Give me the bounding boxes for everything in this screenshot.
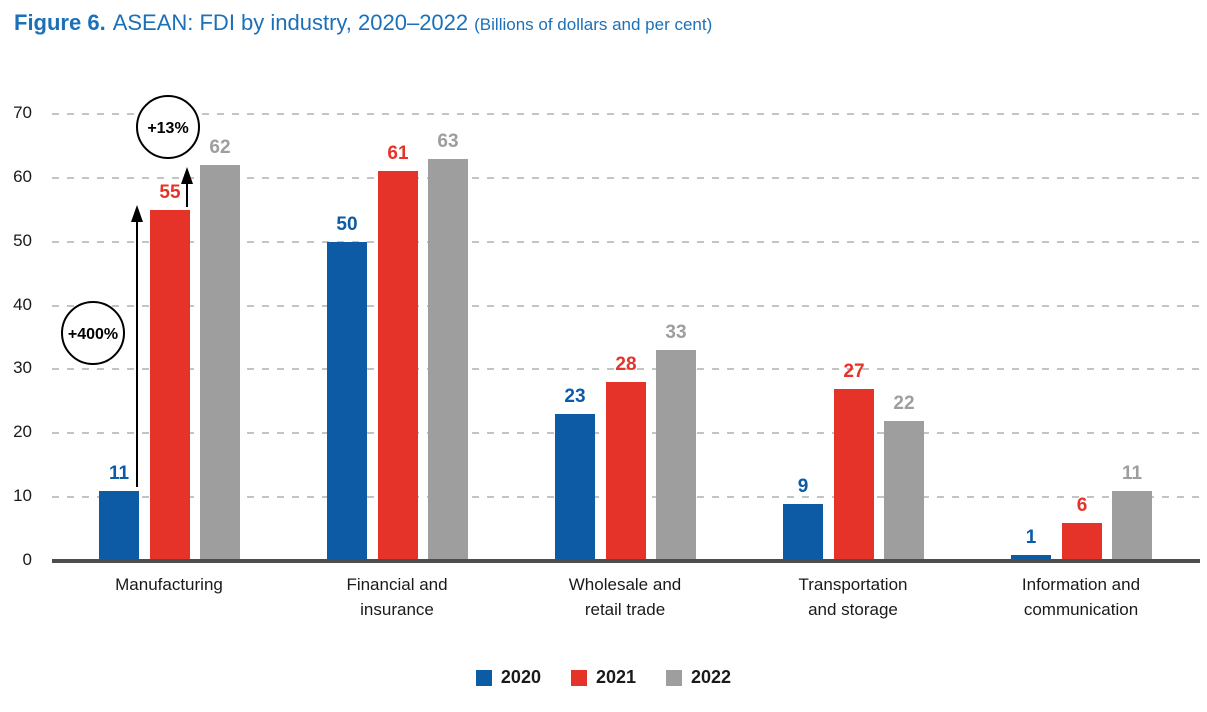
value-label: 63 — [437, 130, 459, 152]
legend-label: 2020 — [500, 667, 541, 687]
bar-2020-1 — [327, 241, 367, 559]
bar-2021-4 — [1062, 522, 1102, 559]
value-label: 33 — [665, 322, 687, 344]
value-label: 1 — [1025, 526, 1037, 548]
category-label: Information and communication — [1021, 575, 1141, 619]
value-label: 28 — [615, 354, 637, 376]
value-label: 27 — [843, 360, 865, 382]
figure-unit-note: (Billions of dollars and per cent) — [474, 15, 713, 34]
figure-number: Figure 6. — [14, 10, 106, 35]
bar-2021-1 — [378, 171, 418, 559]
bar-2022-1 — [428, 158, 468, 559]
legend-swatch — [570, 669, 587, 686]
x-axis-line — [52, 559, 1200, 563]
bar-2020-0 — [99, 490, 139, 559]
value-label: 55 — [159, 181, 181, 203]
bar-2020-3 — [783, 503, 823, 559]
value-label: 9 — [797, 475, 809, 497]
y-axis-tick-label: 70 — [13, 103, 32, 122]
bar-2022-3 — [884, 420, 924, 559]
y-axis-tick-label: 50 — [13, 230, 32, 250]
category-label: Manufacturing — [115, 575, 223, 594]
y-axis-tick-label: 20 — [13, 422, 32, 442]
legend-item-2020: 2020 — [475, 667, 541, 688]
legend-swatch — [475, 669, 492, 686]
y-axis-tick-label: 10 — [13, 486, 32, 506]
bar-2022-2 — [656, 350, 696, 559]
legend-item-2021: 2021 — [570, 667, 637, 688]
legend-item-2022: 2022 — [666, 667, 731, 688]
value-label: 11 — [1121, 462, 1143, 484]
legend: 2020 2021 2022 — [0, 667, 1207, 688]
y-axis-tick-label: 60 — [13, 166, 32, 186]
y-axis-tick-label: 0 — [22, 550, 32, 569]
category-label: Wholesale and retail trade — [568, 575, 682, 619]
value-label: 11 — [108, 462, 130, 484]
gridline-70 — [52, 113, 1200, 115]
y-axis-tick-label: 40 — [13, 294, 32, 314]
category-label: Financial and insurance — [346, 575, 448, 619]
value-label: 22 — [893, 392, 915, 414]
category-label: Transportation and storage — [798, 575, 908, 619]
value-label: 61 — [387, 143, 409, 165]
value-label: 62 — [209, 137, 231, 159]
gridline-30 — [52, 368, 1200, 371]
y-axis-tick-label: 30 — [13, 358, 32, 378]
value-label: 23 — [564, 386, 586, 408]
bar-2022-0 — [200, 165, 240, 559]
bar-2021-0 — [150, 209, 190, 559]
value-label: 50 — [336, 213, 358, 235]
bar-2021-2 — [606, 382, 646, 559]
bar-2022-4 — [1112, 490, 1152, 559]
figure-title: Figure 6. ASEAN: FDI by industry, 2020–20… — [14, 10, 712, 36]
bar-2020-2 — [555, 414, 595, 559]
gridline-40 — [52, 304, 1200, 307]
legend-label: 2022 — [691, 667, 732, 687]
figure-caption: ASEAN: FDI by industry, 2020–2022 — [112, 10, 469, 35]
value-label: 6 — [1076, 494, 1088, 516]
bar-2020-4 — [1011, 554, 1051, 559]
bar-2021-3 — [834, 388, 874, 559]
legend-label: 2021 — [595, 667, 637, 687]
legend-swatch — [666, 669, 683, 686]
gridline-60 — [52, 176, 1200, 179]
gridline-50 — [52, 240, 1200, 243]
